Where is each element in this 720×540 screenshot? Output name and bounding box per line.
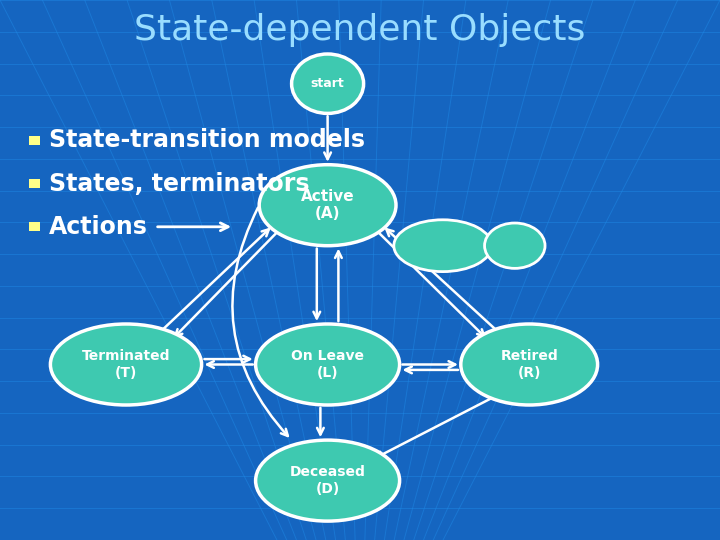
Ellipse shape (256, 440, 400, 521)
Text: start: start (311, 77, 344, 90)
Ellipse shape (394, 220, 492, 272)
Text: State-transition models: State-transition models (49, 129, 365, 152)
Ellipse shape (485, 223, 545, 268)
FancyBboxPatch shape (29, 222, 40, 231)
Text: Deceased
(D): Deceased (D) (289, 465, 366, 496)
Text: Terminated
(T): Terminated (T) (82, 349, 170, 380)
Text: Retired
(R): Retired (R) (500, 349, 558, 380)
Ellipse shape (292, 54, 364, 113)
Text: Active
(A): Active (A) (301, 189, 354, 221)
Text: State-dependent Objects: State-dependent Objects (135, 13, 585, 46)
Text: On Leave
(L): On Leave (L) (291, 349, 364, 380)
FancyBboxPatch shape (29, 136, 40, 145)
FancyBboxPatch shape (29, 179, 40, 188)
Ellipse shape (259, 165, 396, 246)
Ellipse shape (461, 324, 598, 405)
Ellipse shape (256, 324, 400, 405)
Text: Actions: Actions (49, 215, 148, 239)
Ellipse shape (50, 324, 202, 405)
Text: States, terminators: States, terminators (49, 172, 310, 195)
